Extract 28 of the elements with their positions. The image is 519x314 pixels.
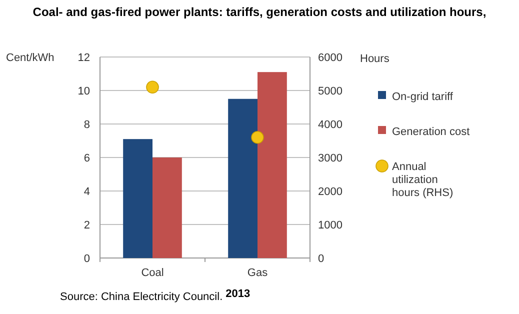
source-note: Source: China Electricity Council. [60, 291, 223, 303]
y2-tick-label: 2000 [318, 186, 342, 198]
y2-tick-label: 4000 [318, 119, 342, 131]
y-tick-label: 6 [84, 152, 90, 164]
y-tick-label: 10 [78, 86, 90, 98]
y2-tick-label: 1000 [318, 220, 342, 232]
bar [228, 98, 258, 258]
bar [258, 72, 287, 258]
y-tick-label: 12 [78, 52, 90, 64]
y2-axis-title: Hours [360, 53, 390, 65]
y2-tick-label: 5000 [318, 86, 342, 98]
y2-tick-label: 6000 [318, 52, 342, 64]
y2-tick-label: 3000 [318, 152, 342, 164]
y-tick-label: 0 [84, 253, 90, 265]
legend-label: On-grid tariff [392, 91, 454, 103]
y-tick-label: 8 [84, 119, 90, 131]
x-tick-label: Coal [141, 267, 164, 279]
legend-label: Generation cost [392, 126, 470, 138]
bar [152, 158, 182, 258]
y-tick-label: 2 [84, 220, 90, 232]
chart-title: Coal- and gas-fired power plants: tariffs, generation costs and utilization hours, [32, 5, 486, 19]
y-tick-label: 4 [84, 186, 90, 198]
text: 2013 [226, 288, 250, 300]
bar [123, 139, 152, 258]
y2-tick-label: 0 [318, 253, 324, 265]
legend-label: Annual utilization hours (RHS) [392, 161, 454, 199]
y-axis-title: Cent/kWh [6, 52, 54, 64]
x-tick-label: Gas [247, 267, 268, 279]
